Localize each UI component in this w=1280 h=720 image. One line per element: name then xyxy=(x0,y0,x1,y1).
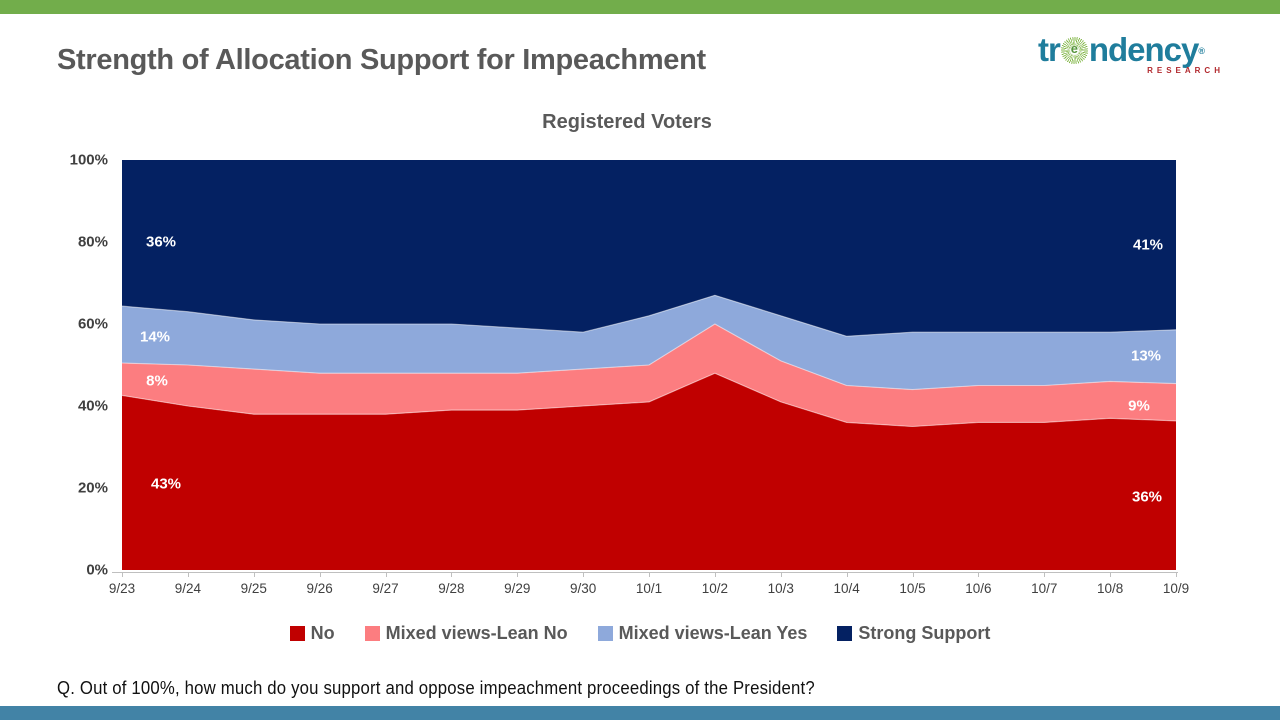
registered-trademark-icon: ® xyxy=(1198,46,1206,56)
x-tick-mark xyxy=(122,572,123,577)
x-tick-mark xyxy=(781,572,782,577)
logo-subtext: RESEARCH xyxy=(1147,66,1224,75)
x-tick-label: 9/25 xyxy=(240,581,267,596)
data-label: 43% xyxy=(150,475,182,493)
y-tick-label: 40% xyxy=(77,397,108,415)
legend-swatch-icon xyxy=(289,625,305,641)
x-tick-label: 10/5 xyxy=(899,581,926,596)
data-label: 36% xyxy=(145,233,177,251)
x-tick-mark xyxy=(254,572,255,577)
x-tick-label: 9/23 xyxy=(108,581,136,596)
x-tick-label: 10/8 xyxy=(1096,581,1124,596)
survey-question-text: Q. Out of 100%, how much do you support … xyxy=(57,678,815,698)
area-mixed-views-lean-yes xyxy=(122,295,1176,390)
x-tick-mark xyxy=(451,572,452,577)
bottom-accent-bar xyxy=(0,706,1280,720)
x-tick-mark xyxy=(583,572,584,577)
logo-text-suffix: ndency xyxy=(1088,31,1200,68)
x-tick-mark xyxy=(1110,572,1111,577)
y-tick-label: 100% xyxy=(69,151,108,169)
x-tick-label: 10/3 xyxy=(767,581,794,596)
x-tick-label: 10/7 xyxy=(1031,581,1058,596)
x-tick-mark xyxy=(386,572,387,577)
x-tick-mark xyxy=(913,572,914,577)
logo-burst-letter: e xyxy=(1070,40,1078,56)
series-boundary-line xyxy=(122,294,1176,337)
x-tick-mark xyxy=(517,572,518,577)
legend-label: Mixed views-Lean No xyxy=(385,622,568,643)
x-tick-label: 9/24 xyxy=(174,581,202,596)
legend-item: Mixed views-Lean Yes xyxy=(597,622,808,644)
logo-wordmark: tr e ndency ® xyxy=(1038,31,1238,68)
x-tick-label: 10/9 xyxy=(1162,581,1190,596)
chart-area-svg xyxy=(122,160,1176,570)
x-tick-label: 9/28 xyxy=(438,581,465,596)
legend-swatch-icon xyxy=(597,625,613,641)
y-tick-label: 20% xyxy=(77,479,108,497)
x-tick-mark xyxy=(320,572,321,577)
y-tick-label: 0% xyxy=(86,561,108,579)
area-no xyxy=(122,373,1176,570)
y-tick-label: 60% xyxy=(77,315,108,333)
legend-label: Strong Support xyxy=(858,622,991,643)
series-boundary-line xyxy=(122,372,1176,428)
data-label: 9% xyxy=(1128,397,1150,415)
legend-swatch-icon xyxy=(364,625,380,641)
logo-text-prefix: tr xyxy=(1038,31,1061,68)
area-strong-support xyxy=(122,160,1176,337)
page-title: Strength of Allocation Support for Impea… xyxy=(57,44,706,76)
x-tick-mark xyxy=(188,572,189,577)
x-tick-label: 9/27 xyxy=(372,581,399,596)
top-accent-bar xyxy=(0,0,1280,14)
data-label: 13% xyxy=(1130,347,1162,365)
x-tick-mark xyxy=(847,572,848,577)
data-label: 8% xyxy=(146,372,168,390)
legend-label: No xyxy=(310,622,335,643)
trendency-logo: tr e ndency ® RESEARCH xyxy=(1038,31,1238,86)
series-boundary-line xyxy=(122,323,1176,391)
chart-title: Registered Voters xyxy=(542,111,712,133)
x-tick-label: 10/6 xyxy=(965,581,992,596)
legend-label: Mixed views-Lean Yes xyxy=(618,622,808,643)
x-tick-label: 10/1 xyxy=(635,581,663,596)
x-tick-label: 10/2 xyxy=(701,581,729,596)
x-tick-mark xyxy=(715,572,716,577)
sunburst-icon: e xyxy=(1060,36,1088,64)
legend-item: Strong Support xyxy=(837,623,990,644)
x-tick-mark xyxy=(1176,572,1177,577)
legend-swatch-icon xyxy=(837,625,853,641)
data-label: 14% xyxy=(139,328,171,346)
x-axis-line xyxy=(112,572,1178,573)
data-label: 41% xyxy=(1132,236,1164,254)
legend-item: Mixed views-Lean No xyxy=(364,622,568,644)
x-tick-mark xyxy=(1044,572,1045,577)
stacked-area-chart xyxy=(122,160,1176,570)
x-tick-label: 9/26 xyxy=(306,581,333,596)
legend-item: No xyxy=(289,622,335,644)
chart-legend: No Mixed views-Lean No Mixed views-Lean Ye… xyxy=(0,618,1280,648)
area-mixed-views-lean-no xyxy=(122,324,1176,427)
x-tick-mark xyxy=(649,572,650,577)
x-tick-label: 9/29 xyxy=(504,581,531,596)
x-tick-mark xyxy=(978,572,979,577)
x-tick-label: 9/30 xyxy=(569,581,597,596)
y-tick-label: 80% xyxy=(77,233,108,251)
data-label: 36% xyxy=(1131,488,1163,506)
x-tick-label: 10/4 xyxy=(833,581,860,596)
